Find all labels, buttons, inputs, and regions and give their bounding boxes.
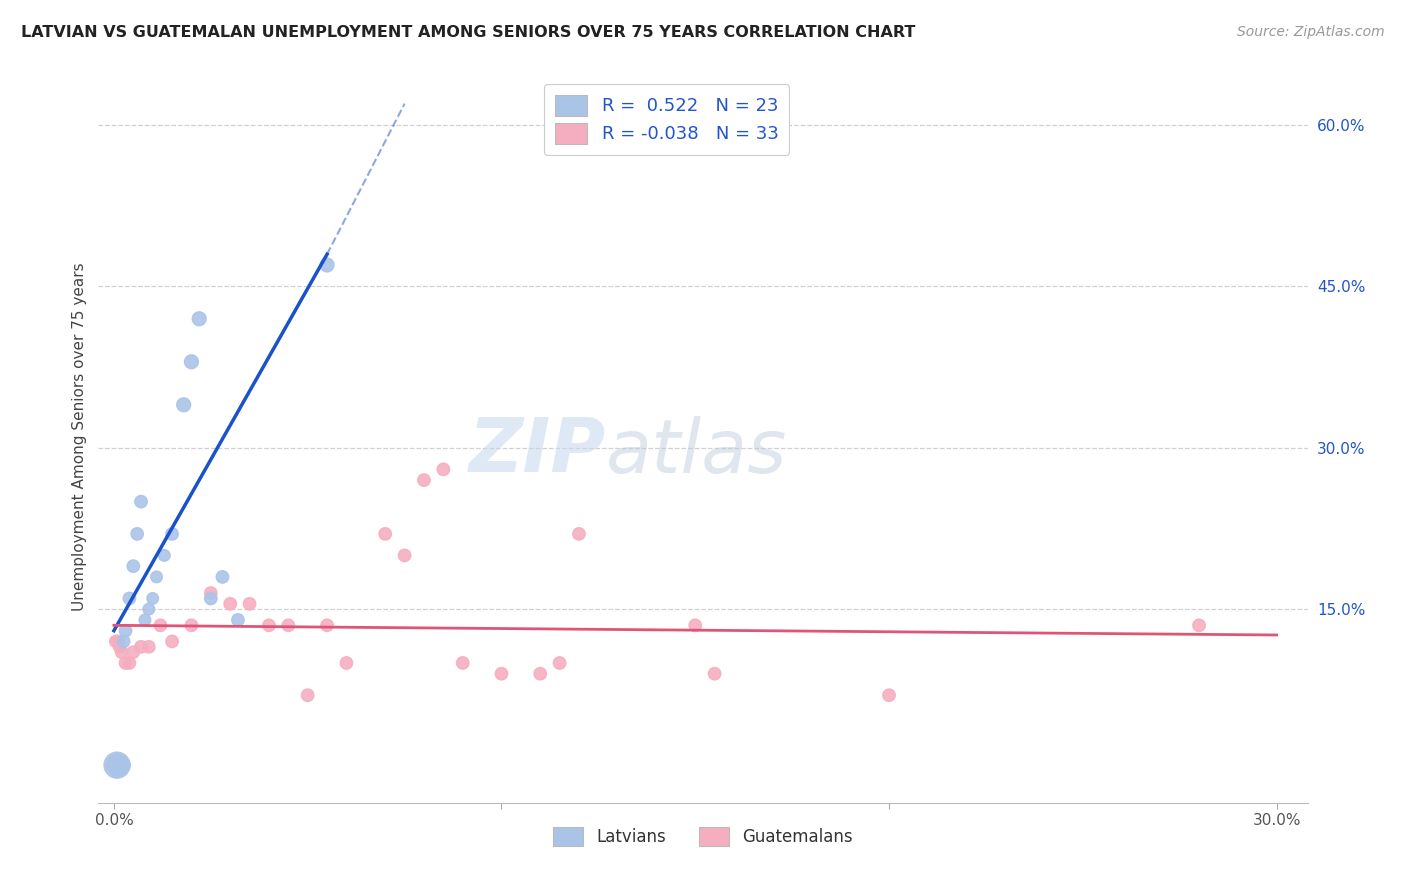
Point (219, 597, 242, 611)
Point (129, 640, 152, 654)
Point (335, 656, 357, 670)
Point (877, 688, 900, 702)
Point (1188, 618, 1211, 632)
Point (127, 527, 149, 541)
Point (107, 634, 129, 648)
Point (277, 618, 299, 632)
Point (451, 656, 474, 670)
Text: Source: ZipAtlas.com: Source: ZipAtlas.com (1237, 25, 1385, 39)
Point (683, 618, 706, 632)
Point (239, 597, 262, 611)
Point (129, 494, 152, 508)
Point (200, 591, 222, 606)
Point (134, 613, 156, 627)
Point (316, 258, 339, 272)
Point (118, 656, 141, 670)
Point (703, 666, 725, 681)
Point (108, 758, 131, 772)
Point (180, 618, 202, 632)
Point (122, 559, 145, 574)
Point (316, 618, 339, 632)
Point (112, 634, 135, 648)
Point (114, 624, 136, 638)
Point (145, 570, 167, 584)
Text: LATVIAN VS GUATEMALAN UNEMPLOYMENT AMONG SENIORS OVER 75 YEARS CORRELATION CHART: LATVIAN VS GUATEMALAN UNEMPLOYMENT AMONG… (21, 25, 915, 40)
Point (142, 591, 165, 606)
Point (297, 688, 319, 702)
Point (173, 398, 195, 412)
Point (118, 591, 141, 606)
Point (413, 473, 436, 487)
Point (226, 613, 249, 627)
Point (122, 645, 145, 659)
Point (160, 634, 183, 648)
Point (374, 527, 396, 541)
Point (394, 549, 416, 563)
Text: atlas: atlas (606, 416, 787, 488)
Point (188, 311, 211, 326)
Point (111, 758, 134, 772)
Point (200, 586, 222, 600)
Text: ZIP: ZIP (470, 415, 606, 488)
Point (568, 527, 591, 541)
Y-axis label: Unemployment Among Seniors over 75 years: Unemployment Among Seniors over 75 years (72, 263, 87, 611)
Point (138, 602, 160, 616)
Point (104, 634, 127, 648)
Point (432, 462, 454, 476)
Point (108, 640, 131, 654)
Point (138, 640, 160, 654)
Point (107, 758, 129, 772)
Point (491, 666, 513, 681)
Point (529, 666, 551, 681)
Point (114, 656, 136, 670)
Point (548, 656, 571, 670)
Point (105, 758, 128, 772)
Point (211, 570, 233, 584)
Point (111, 645, 134, 659)
Point (180, 355, 202, 369)
Point (160, 527, 183, 541)
Point (257, 618, 280, 632)
Legend: Latvians, Guatemalans: Latvians, Guatemalans (546, 821, 860, 853)
Point (153, 549, 176, 563)
Point (149, 618, 172, 632)
